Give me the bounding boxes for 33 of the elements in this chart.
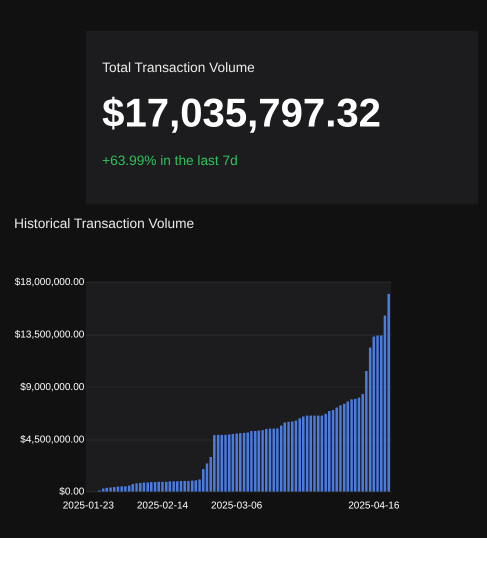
- bar: [254, 430, 257, 492]
- chart-title: Historical Transaction Volume: [14, 216, 194, 231]
- bar: [238, 433, 242, 492]
- x-tick-label: 2025-03-06: [211, 500, 263, 512]
- bar: [246, 432, 250, 492]
- bar: [298, 418, 302, 492]
- bar: [309, 416, 312, 492]
- text: Total Transaction Volume: [102, 60, 255, 76]
- bar: [372, 336, 376, 492]
- y-tick-label: $0.00: [59, 486, 85, 498]
- bar: [228, 434, 231, 492]
- bar: [283, 422, 286, 492]
- y-tick-label: $9,000,000.00: [20, 382, 85, 393]
- bar: [302, 416, 305, 492]
- x-tick-label: 2025-02-14: [136, 500, 189, 512]
- bar: [220, 434, 224, 492]
- bar: [335, 408, 338, 492]
- bar: [387, 294, 390, 492]
- bar: [346, 401, 350, 492]
- bar: [290, 421, 294, 492]
- text: +63.99% in the last 7d: [102, 153, 238, 168]
- bar: [316, 416, 320, 492]
- bar: [264, 428, 268, 492]
- bar: [328, 410, 331, 492]
- y-tick-label: $18,000,000.00: [14, 276, 85, 288]
- text: $17,035,797.32: [102, 90, 381, 136]
- y-tick-label: $4,500,000.00: [20, 434, 85, 446]
- bar: [272, 428, 276, 492]
- bar: [342, 404, 346, 492]
- x-tick-label: 2025-04-16: [348, 500, 400, 512]
- bar: [354, 398, 357, 492]
- y-tick-label: $13,500,000.00: [14, 329, 85, 340]
- x-tick-label: 2025-01-23: [62, 500, 114, 512]
